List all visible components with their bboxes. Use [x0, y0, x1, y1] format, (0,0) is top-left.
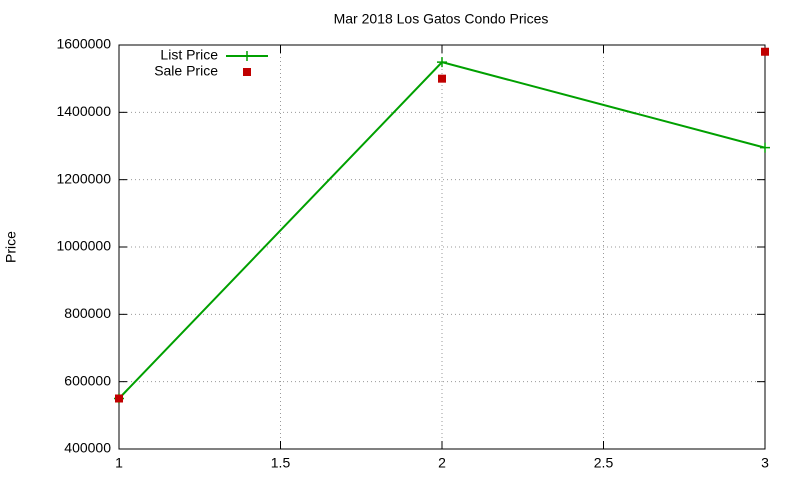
x-tick-label: 2: [438, 455, 446, 471]
data-point: [760, 142, 770, 153]
y-tick-label: 1600000: [56, 36, 111, 52]
y-axis-label: Price: [3, 231, 19, 263]
x-tick-label: 1: [115, 455, 123, 471]
data-point: [438, 74, 446, 83]
x-tick-label: 3: [761, 455, 769, 471]
plot-border: [118, 44, 766, 450]
data-point: [437, 57, 447, 68]
legend-marker: [242, 51, 252, 61]
y-tick-label: 400000: [64, 440, 111, 456]
chart-title: Mar 2018 Los Gatos Condo Prices: [334, 11, 549, 27]
y-tick-label: 600000: [64, 372, 111, 388]
x-tick-label: 1.5: [271, 455, 291, 471]
data-point: [115, 394, 123, 403]
data-point: [761, 47, 769, 56]
x-tick-label: 2.5: [594, 455, 614, 471]
legend-label: List Price: [160, 47, 218, 63]
legend-marker: [243, 68, 251, 76]
y-tick-label: 1000000: [56, 238, 111, 254]
y-tick-label: 1400000: [56, 103, 111, 119]
y-tick-label: 800000: [64, 305, 111, 321]
y-tick-label: 1200000: [56, 170, 111, 186]
legend-label: Sale Price: [154, 63, 218, 79]
